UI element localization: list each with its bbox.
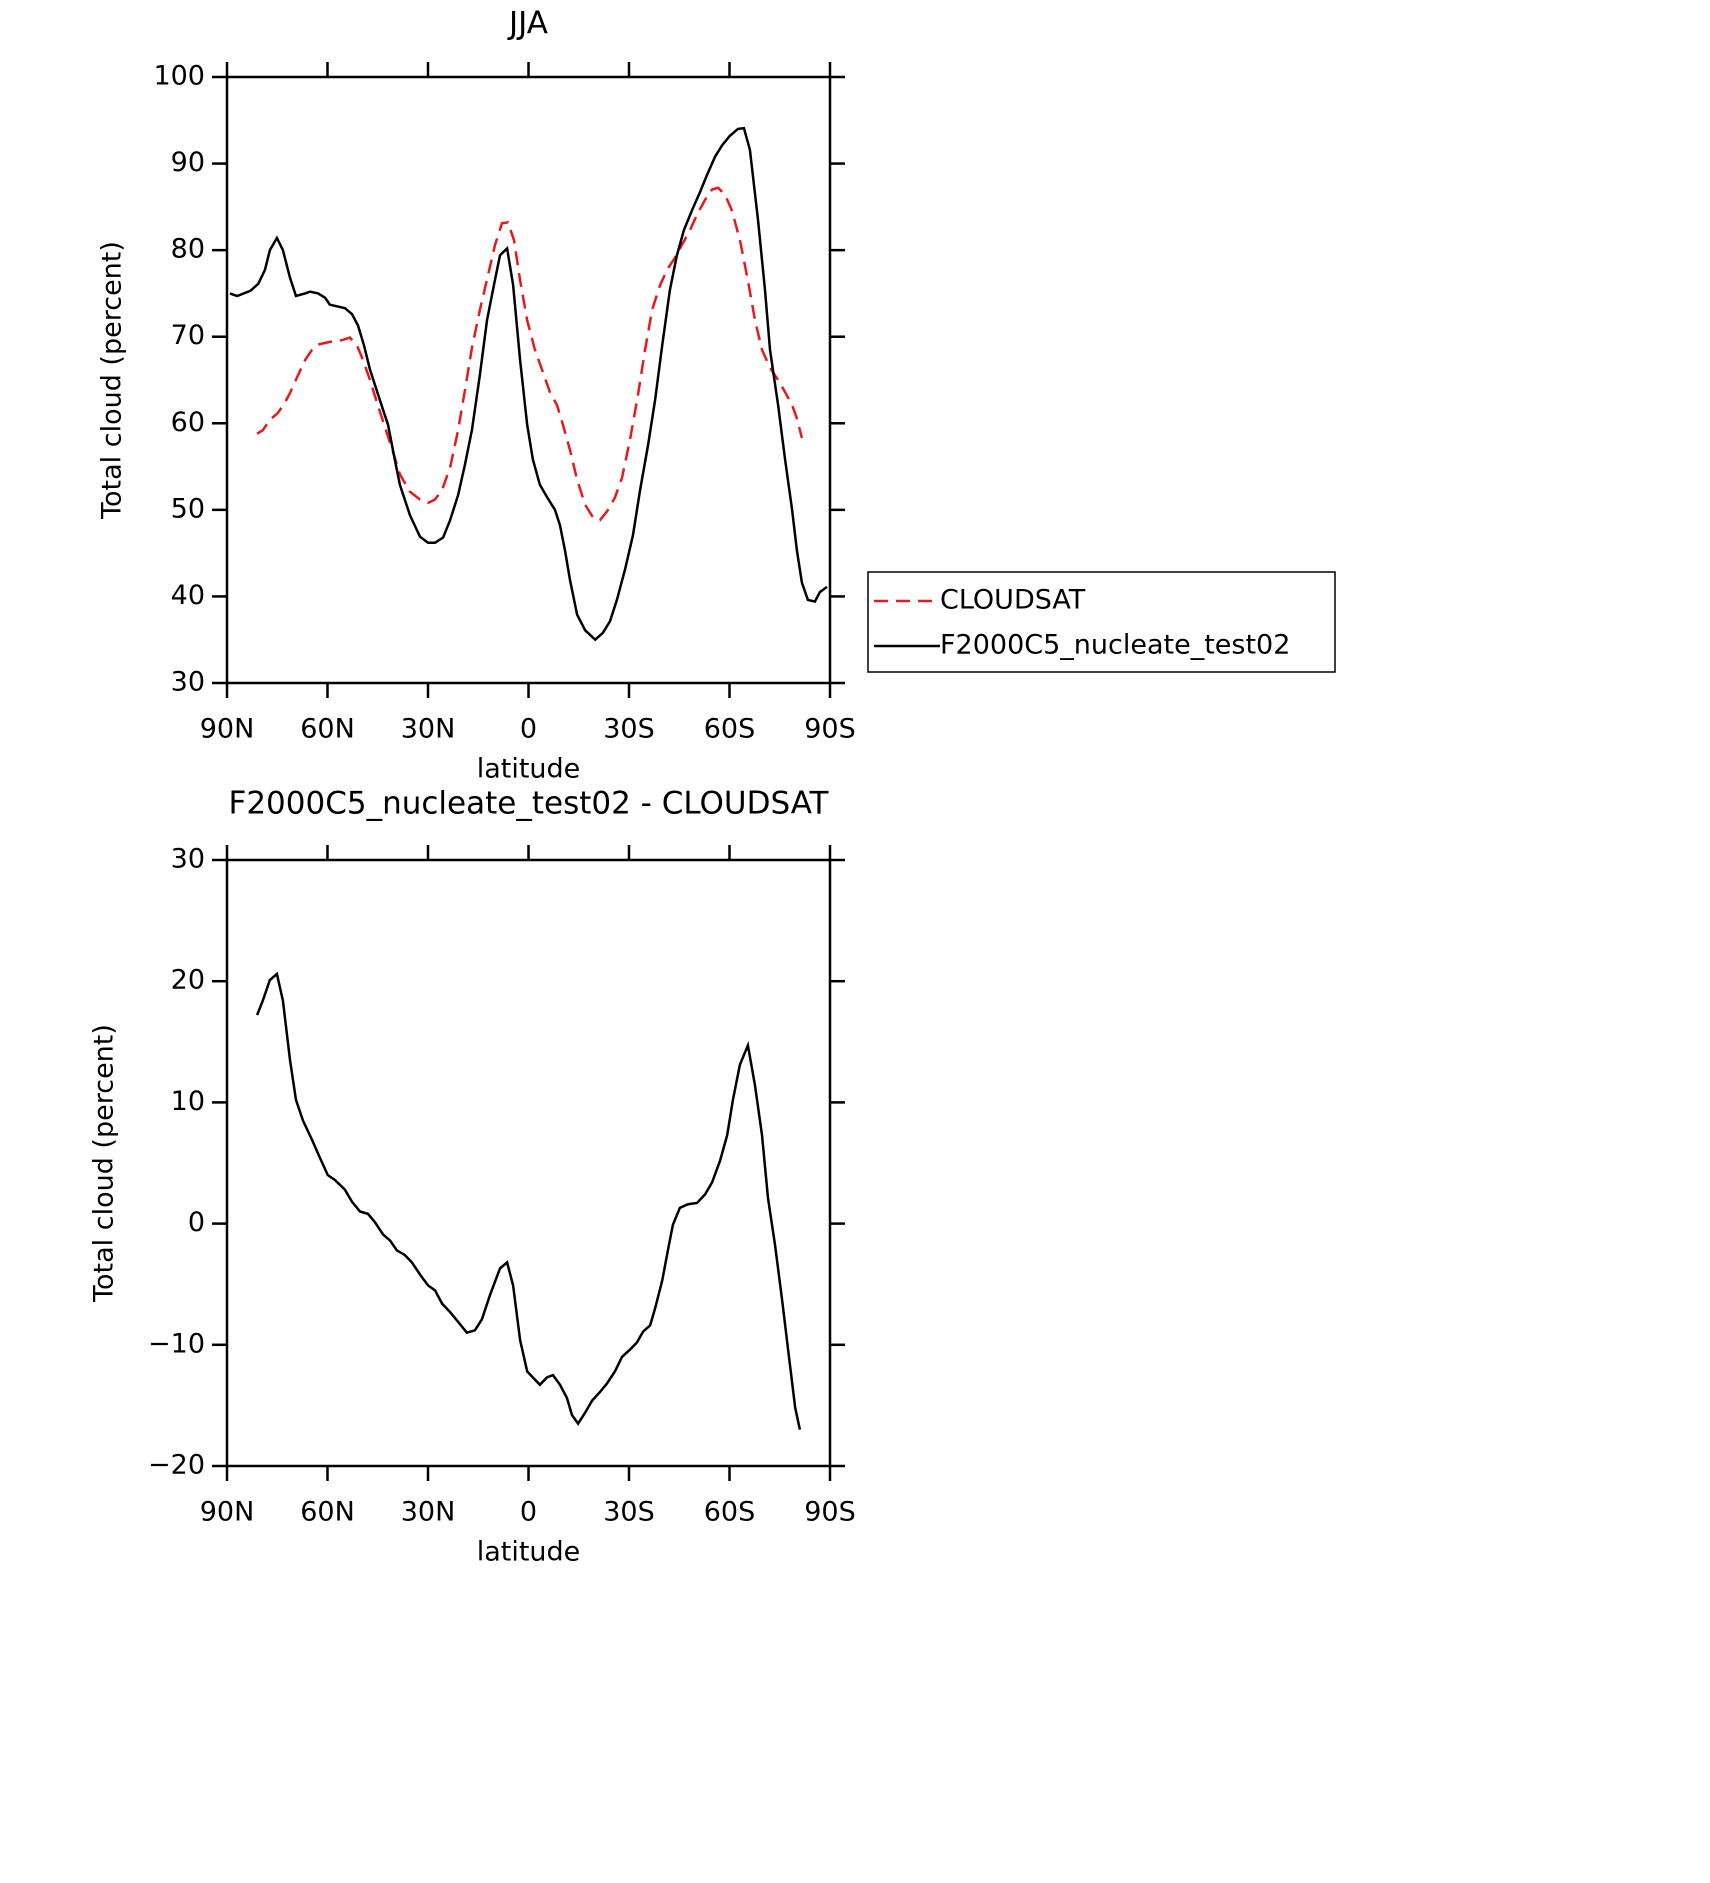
y-tick-label: 80 — [171, 234, 205, 265]
legend: CLOUDSAT F2000C5_nucleate_test02 — [867, 571, 1336, 673]
data-line — [229, 126, 828, 642]
y-tick-label: 20 — [171, 965, 205, 996]
x-tick-label: 30N — [401, 1497, 456, 1528]
x-tick-label: 60S — [704, 714, 756, 745]
legend-box — [867, 571, 1336, 673]
data-line — [255, 971, 802, 1430]
x-axis-label: latitude — [477, 754, 581, 785]
x-tick-label: 60N — [300, 714, 355, 745]
y-tick-label: −10 — [148, 1328, 205, 1359]
x-tick-label: 90S — [804, 714, 856, 745]
plot-frame — [225, 858, 832, 1468]
y-axis-label: Total cloud (percent) — [97, 241, 128, 520]
chart-title: F2000C5_nucleate_test02 - CLOUDSAT — [229, 786, 830, 822]
x-tick-label: 30N — [401, 714, 456, 745]
y-tick-label: 50 — [171, 493, 205, 524]
y-tick-label: −20 — [148, 1450, 205, 1481]
y-axis-label: Total cloud (percent) — [89, 1024, 120, 1303]
chart-title: JJA — [507, 6, 548, 42]
y-tick-label: 10 — [171, 1086, 205, 1117]
x-tick-label: 30S — [603, 714, 655, 745]
y-tick-label: 70 — [171, 320, 205, 351]
x-tick-label: 30S — [603, 1497, 655, 1528]
legend-label: F2000C5_nucleate_test02 — [940, 630, 1290, 661]
y-tick-label: 30 — [171, 844, 205, 875]
y-tick-label: 90 — [171, 147, 205, 178]
x-tick-label: 60S — [704, 1497, 756, 1528]
x-tick-label: 90S — [804, 1497, 856, 1528]
y-tick-label: 60 — [171, 407, 205, 438]
legend-label: CLOUDSAT — [940, 585, 1086, 616]
y-tick-label: 0 — [188, 1207, 205, 1238]
x-tick-label: 90N — [200, 1497, 255, 1528]
y-tick-label: 30 — [171, 667, 205, 698]
x-tick-label: 0 — [520, 714, 537, 745]
x-tick-label: 0 — [520, 1497, 537, 1528]
y-tick-label: 40 — [171, 580, 205, 611]
y-tick-label: 100 — [153, 61, 205, 92]
x-axis-label: latitude — [477, 1537, 581, 1568]
data-line — [256, 186, 804, 522]
x-tick-label: 60N — [300, 1497, 355, 1528]
x-tick-label: 90N — [200, 714, 255, 745]
plot-frame — [225, 75, 832, 685]
